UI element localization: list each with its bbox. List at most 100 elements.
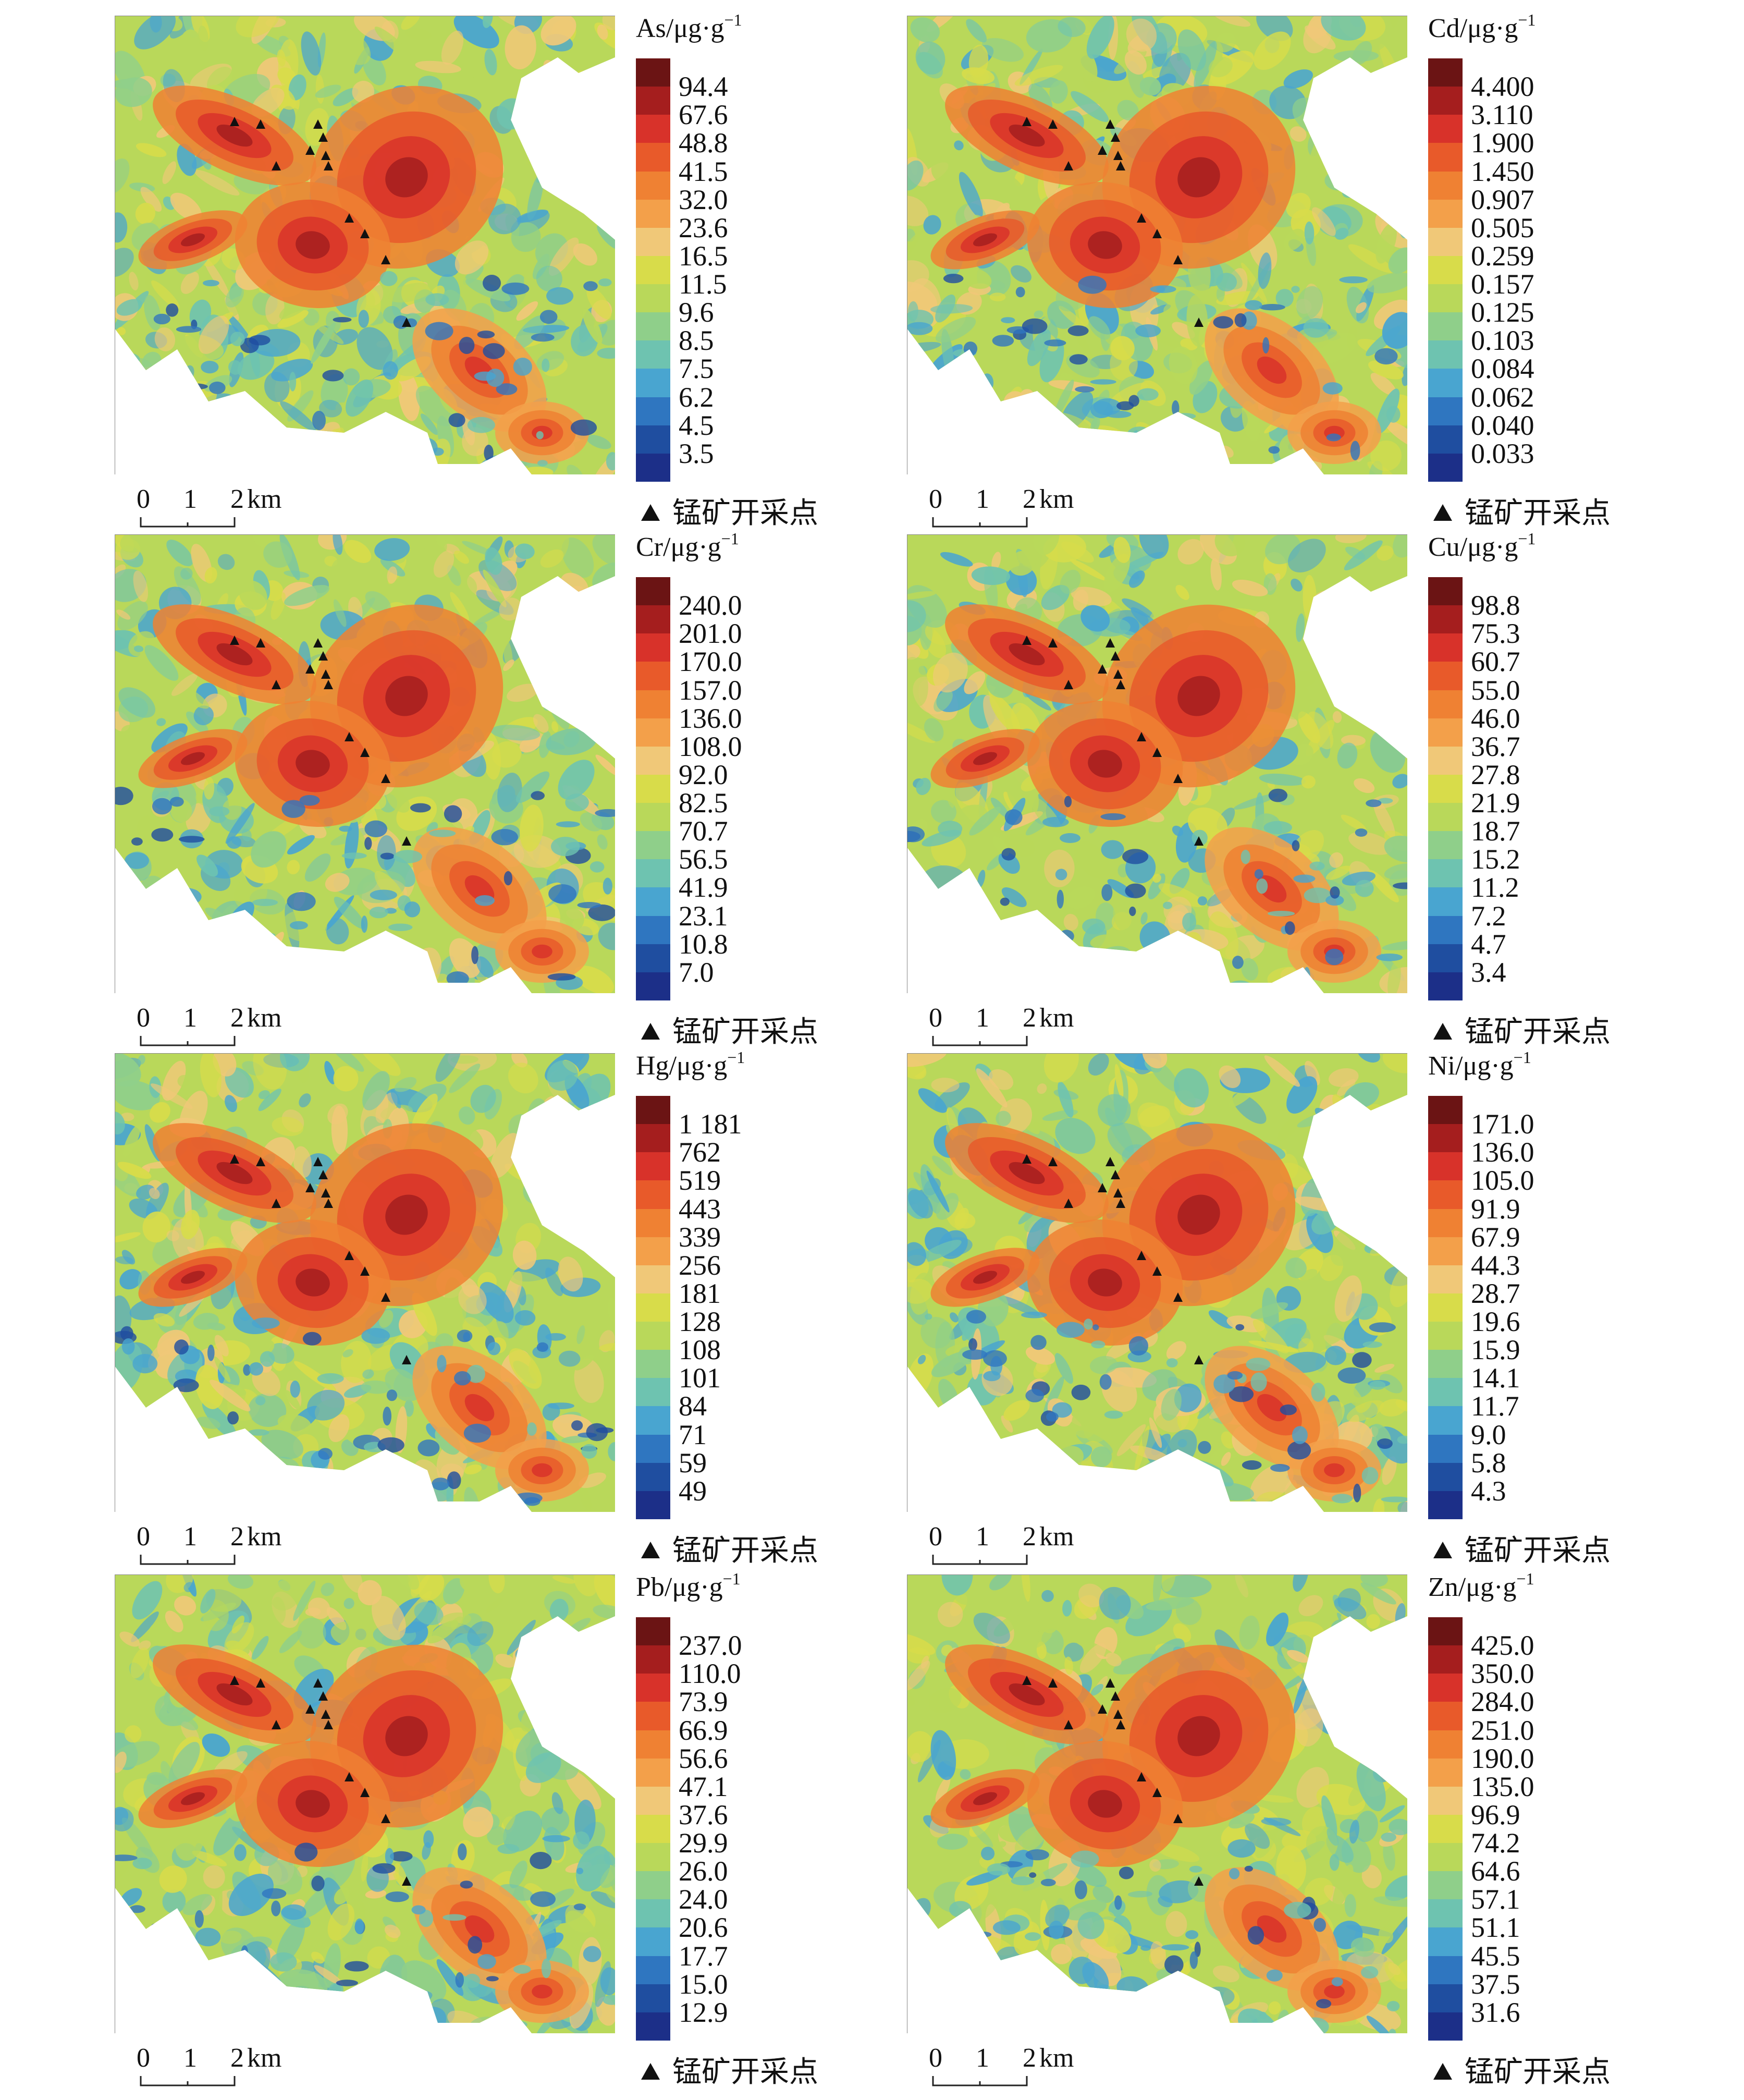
ramp-swatch: [636, 1096, 670, 1125]
legend-value-label: 0.259: [1471, 240, 1534, 272]
legend-value-label: 4.400: [1471, 71, 1534, 103]
ramp-swatch: [1428, 1674, 1463, 1702]
mine-site-marker: [402, 1355, 411, 1364]
legend-value-label: 762: [679, 1137, 721, 1168]
mine-site-marker: [1111, 132, 1120, 142]
color-ramp: [1428, 1096, 1463, 1519]
mine-site-key: 锰矿开采点: [1433, 1527, 1611, 1569]
map-panel-pb: Pb/μg·g−1 237.0 110.0 73.9 66.9 56.6 47.1 37.6…: [115, 1569, 818, 2096]
legend-value-label: 17.7: [679, 1940, 728, 1972]
ramp-swatch: [1428, 1730, 1463, 1759]
scale-bar-line: [932, 1555, 1028, 1565]
legend-value-label: 7.2: [1471, 900, 1506, 932]
scale-bar-line: [140, 1555, 236, 1565]
mine-site-marker: [324, 161, 333, 170]
map-cu: [907, 534, 1407, 993]
mine-site-marker: [402, 836, 411, 846]
legend-value-label: 1.900: [1471, 127, 1534, 159]
legend-value-label: 37.6: [679, 1799, 728, 1830]
ramp-swatch: [1428, 944, 1463, 972]
triangle-icon: [1433, 1542, 1452, 1558]
mine-site-marker: [1152, 748, 1162, 757]
scale-bar-unit: km: [1039, 484, 1074, 514]
map-hg: [115, 1053, 615, 1512]
legend-value-label: 425.0: [1471, 1630, 1534, 1662]
legend-value-label: 56.5: [679, 844, 728, 875]
legend-value-label: 0.062: [1471, 381, 1534, 413]
concentration-map: [907, 16, 1407, 474]
mine-site-marker: [1098, 1704, 1107, 1714]
legend-values: 237.0 110.0 73.9 66.9 56.6 47.1 37.6 29.9 26.0 24…: [679, 1617, 814, 2041]
scale-bar-labels: 0 1 2 km: [137, 1004, 281, 1033]
ramp-swatch: [636, 1956, 670, 1984]
mine-site-marker: [230, 636, 239, 645]
legend-value-label: 28.7: [1471, 1277, 1520, 1309]
legend-value-label: 135.0: [1471, 1771, 1534, 1802]
legend-value-label: 24.0: [679, 1884, 728, 1915]
mine-site-marker: [1064, 1720, 1073, 1729]
mine-site-marker: [1098, 1183, 1107, 1192]
ramp-swatch: [1428, 143, 1463, 172]
scale-bar-tick-label: 2: [230, 2043, 244, 2073]
ramp-swatch: [1428, 972, 1463, 1000]
mine-site-marker: [230, 117, 239, 126]
concentration-map: [115, 534, 615, 993]
mine-site-marker: [324, 1720, 333, 1729]
ramp-swatch: [636, 2012, 670, 2041]
mine-site-marker: [1137, 1251, 1146, 1260]
legend-value-label: 91.9: [1471, 1193, 1520, 1225]
ramp-swatch: [1428, 340, 1463, 369]
mine-site-marker: [1098, 664, 1107, 674]
scale-bar-line: [932, 2076, 1028, 2086]
ramp-swatch: [636, 1927, 670, 1956]
ramp-swatch: [636, 340, 670, 369]
mine-site-marker: [1022, 1154, 1031, 1164]
mine-site-marker: [324, 680, 333, 689]
legend-value-label: 26.0: [679, 1855, 728, 1887]
ramp-swatch: [1428, 803, 1463, 832]
legend-value-label: 1.450: [1471, 155, 1534, 187]
legend-value-label: 136.0: [679, 702, 742, 734]
legend-value-label: 71: [679, 1419, 707, 1450]
ramp-swatch: [636, 1322, 670, 1350]
scale-bar-labels: 0 1 2 km: [929, 1522, 1074, 1552]
mine-site-marker: [272, 680, 281, 689]
legend-values: 425.0 350.0 284.0 251.0 190.0 135.0 96.9 74.2 64…: [1471, 1617, 1606, 2041]
legend-value-label: 256: [679, 1249, 721, 1281]
scale-bar-labels: 0 1 2 km: [137, 2043, 281, 2073]
mine-site-marker: [230, 1676, 239, 1685]
legend-value-label: 37.5: [1471, 1968, 1520, 2000]
scale-bar-tick-label: 2: [1023, 484, 1036, 514]
legend-value-label: 136.0: [1471, 1137, 1534, 1168]
mine-site-key: 锰矿开采点: [1433, 1008, 1611, 1051]
color-ramp: [1428, 1617, 1463, 2041]
ramp-swatch: [636, 1899, 670, 1928]
legend-value-label: 11.5: [679, 268, 727, 300]
mine-site-marker: [1022, 1676, 1031, 1685]
mine-site-marker: [305, 1183, 315, 1192]
legend-pb: Pb/μg·g−1 237.0 110.0 73.9 66.9 56.6 47.1 37.6…: [636, 1569, 818, 2091]
legend-value-label: 36.7: [1471, 730, 1520, 762]
legend-value-label: 75.3: [1471, 618, 1520, 650]
scale-bar-tick-label: 2: [230, 1522, 244, 1552]
ramp-swatch: [1428, 859, 1463, 888]
ramp-swatch: [1428, 1124, 1463, 1153]
legend-values: 4.400 3.110 1.900 1.450 0.907 0.505 0.259 0.157…: [1471, 58, 1606, 482]
mine-site-marker: [1116, 1199, 1125, 1208]
ramp-swatch: [1428, 1406, 1463, 1435]
ramp-swatch: [1428, 1786, 1463, 1815]
map-panel-as: As/μg·g−1 94.4 67.6 48.8 41.5 32.0 23.6 16.5 11…: [115, 10, 818, 537]
map-cd: [907, 16, 1407, 474]
ramp-swatch: [636, 1124, 670, 1153]
ramp-swatch: [1428, 1378, 1463, 1407]
triangle-icon: [641, 2063, 660, 2080]
mine-site-marker: [1106, 119, 1115, 129]
legend-value-label: 70.7: [679, 815, 728, 847]
legend-value-label: 1 181: [679, 1108, 742, 1140]
legend-value-label: 56.6: [679, 1742, 728, 1774]
ramp-swatch: [1428, 255, 1463, 284]
ramp-swatch: [636, 143, 670, 172]
legend-value-label: 18.7: [1471, 815, 1520, 847]
ramp-swatch: [636, 972, 670, 1000]
ramp-swatch: [1428, 1645, 1463, 1674]
